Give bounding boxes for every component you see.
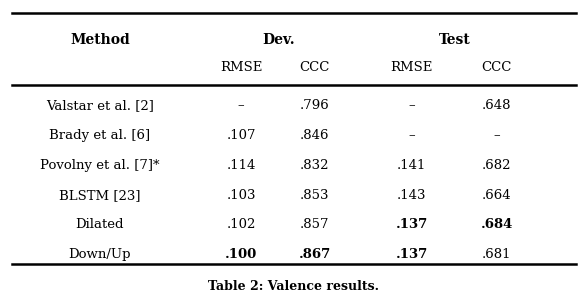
Text: .684: .684 xyxy=(480,218,513,232)
Text: Povolny et al. [7]*: Povolny et al. [7]* xyxy=(40,159,160,172)
Text: –: – xyxy=(408,129,415,142)
Text: CCC: CCC xyxy=(299,60,330,74)
Text: .681: .681 xyxy=(482,248,512,261)
Text: –: – xyxy=(238,99,245,112)
Text: BLSTM [23]: BLSTM [23] xyxy=(59,189,141,202)
Text: .867: .867 xyxy=(299,248,330,261)
Text: CCC: CCC xyxy=(482,60,512,74)
Text: .853: .853 xyxy=(300,189,329,202)
Text: RMSE: RMSE xyxy=(390,60,433,74)
Text: –: – xyxy=(493,129,500,142)
Text: .664: .664 xyxy=(482,189,512,202)
Text: .832: .832 xyxy=(300,159,329,172)
Text: Method: Method xyxy=(70,33,130,47)
Text: .682: .682 xyxy=(482,159,512,172)
Text: .103: .103 xyxy=(226,189,256,202)
Text: Table 2: Valence results.: Table 2: Valence results. xyxy=(209,280,379,293)
Text: .114: .114 xyxy=(226,159,256,172)
Text: .137: .137 xyxy=(396,248,427,261)
Text: Brady et al. [6]: Brady et al. [6] xyxy=(49,129,151,142)
Text: Valstar et al. [2]: Valstar et al. [2] xyxy=(46,99,154,112)
Text: .137: .137 xyxy=(396,218,427,232)
Text: .796: .796 xyxy=(300,99,329,112)
Text: .143: .143 xyxy=(397,189,426,202)
Text: Down/Up: Down/Up xyxy=(69,248,131,261)
Text: .648: .648 xyxy=(482,99,512,112)
Text: .141: .141 xyxy=(397,159,426,172)
Text: Test: Test xyxy=(439,33,470,47)
Text: .846: .846 xyxy=(300,129,329,142)
Text: .107: .107 xyxy=(226,129,256,142)
Text: .102: .102 xyxy=(226,218,256,232)
Text: Dev.: Dev. xyxy=(262,33,295,47)
Text: RMSE: RMSE xyxy=(220,60,262,74)
Text: –: – xyxy=(408,99,415,112)
Text: .100: .100 xyxy=(225,248,257,261)
Text: Dilated: Dilated xyxy=(76,218,124,232)
Text: .857: .857 xyxy=(300,218,329,232)
